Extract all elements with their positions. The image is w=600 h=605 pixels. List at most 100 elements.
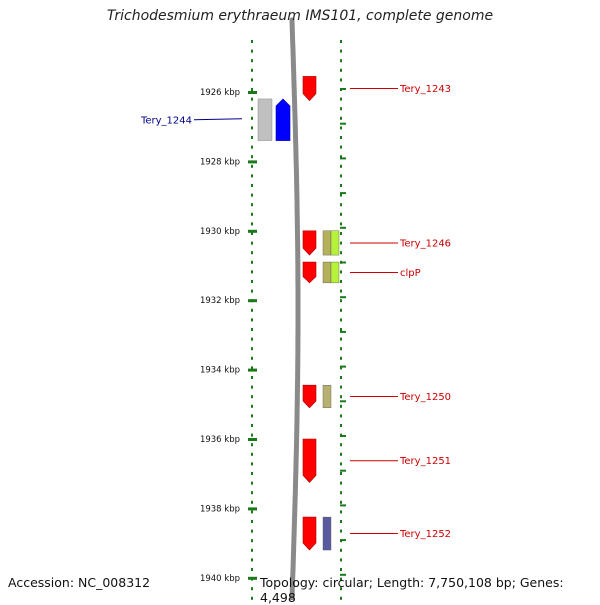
track-dot (251, 68, 253, 72)
track-dot (251, 558, 253, 562)
track-dot (251, 548, 253, 552)
track-dot (340, 145, 342, 149)
track-dot (251, 241, 253, 245)
track-dot (251, 49, 253, 53)
cog-box (322, 230, 332, 256)
accession-label: Accession: NC_008312 (8, 575, 151, 590)
track-dot (251, 289, 253, 293)
scale-tick (248, 91, 257, 94)
track-dot (340, 232, 342, 235)
track-dot (251, 164, 253, 168)
track-dot (340, 136, 342, 139)
gene-arrow (302, 230, 317, 256)
track-dot (340, 251, 342, 255)
gene-label: Tery_1244 (140, 115, 192, 126)
scale-tick-label: 1932 kbp (200, 296, 240, 306)
cog-box (322, 385, 332, 408)
track-dash (340, 192, 346, 195)
track-dot (251, 222, 253, 226)
track-dot (251, 174, 253, 178)
gene-label: Tery_1246 (399, 238, 451, 249)
track-dot (340, 596, 342, 600)
track-dot (340, 510, 342, 514)
track-dash (340, 435, 346, 437)
track-dot (340, 212, 342, 216)
track-dot (340, 395, 342, 399)
track-dash (340, 261, 346, 264)
track-dot (340, 97, 342, 101)
scale-tick (248, 507, 257, 511)
track-dot (340, 184, 342, 187)
cog-box (257, 98, 273, 141)
gene-arrow (302, 516, 317, 551)
track-dash (340, 296, 346, 299)
track-dot (340, 318, 342, 322)
track-dash (340, 330, 346, 333)
track-dot (251, 539, 253, 543)
track-dash (340, 400, 346, 403)
gene-arrow (302, 261, 317, 284)
track-dash (340, 539, 346, 542)
track-dot (340, 529, 342, 533)
track-dot (251, 107, 253, 111)
track-dot (251, 308, 253, 312)
track-dot (251, 184, 253, 187)
track-dot (340, 222, 342, 226)
track-dot (251, 356, 253, 360)
scale-tick (248, 368, 257, 372)
track-dash (340, 504, 346, 507)
track-dot (340, 203, 342, 207)
track-dash (340, 157, 346, 160)
track-dot (251, 568, 253, 571)
track-dot (251, 251, 253, 255)
track-dot (340, 49, 342, 53)
gene-label: Tery_1243 (399, 84, 451, 95)
track-dot (340, 289, 342, 293)
track-dot (340, 356, 342, 360)
track-dot (251, 452, 253, 456)
scale-tick-label: 1934 kbp (200, 366, 240, 376)
track-dot (340, 40, 342, 43)
track-dot (251, 155, 253, 159)
scale-tick-label: 1936 kbp (200, 435, 240, 445)
track-dot (251, 136, 253, 139)
track-dot (340, 568, 342, 571)
cog-box (330, 230, 340, 256)
track-dot (340, 280, 342, 283)
track-dot (340, 68, 342, 72)
track-dash (340, 365, 346, 368)
track-dot (340, 587, 342, 591)
track-dot (251, 260, 253, 264)
track-dot (340, 385, 342, 389)
track-dot (340, 174, 342, 178)
genome-summary: Topology: circular; Length: 7,750,108 bp… (260, 575, 564, 605)
track-dot (251, 500, 253, 504)
track-dash (340, 88, 346, 90)
track-dot (340, 366, 342, 370)
track-dot (340, 270, 342, 274)
track-dot (340, 155, 342, 159)
track-dot (340, 452, 342, 456)
track-dot (340, 107, 342, 111)
track-dot (340, 472, 342, 475)
track-dot (251, 596, 253, 600)
track-dot (340, 404, 342, 408)
track-dot (340, 126, 342, 130)
track-dot (251, 491, 253, 495)
track-dot (251, 59, 253, 63)
track-dot (251, 520, 253, 523)
gene-label: Tery_1251 (399, 456, 451, 467)
cog-box (330, 261, 340, 284)
gene-arrow (275, 98, 291, 141)
track-dot (251, 337, 253, 341)
cog-box (322, 261, 332, 284)
gene-arrow (302, 384, 317, 409)
scale-tick (248, 229, 257, 233)
track-dot (340, 443, 342, 447)
scale-tick-label: 1938 kbp (200, 504, 240, 514)
track-dot (340, 78, 342, 82)
track-dot (340, 577, 342, 581)
scale-tick (248, 576, 257, 580)
track-dot (251, 424, 253, 427)
